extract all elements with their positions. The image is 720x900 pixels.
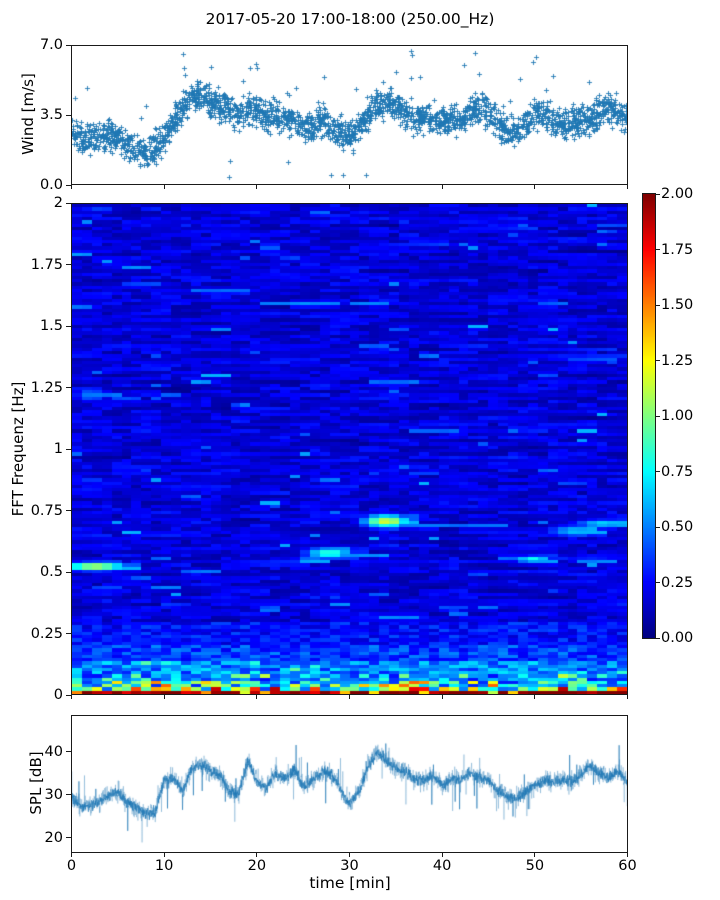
wind-panel bbox=[71, 45, 628, 185]
colorbar-tick bbox=[656, 415, 660, 417]
x-axis-tick-label: 30 bbox=[340, 858, 359, 874]
colorbar-tick-label: 1.75 bbox=[661, 241, 694, 258]
y-axis-tick bbox=[66, 794, 71, 796]
y-axis-tick bbox=[66, 44, 71, 46]
spectrogram-panel bbox=[71, 203, 628, 695]
spl-line-canvas bbox=[72, 716, 627, 852]
x-axis-tick bbox=[627, 185, 628, 189]
x-axis-tick bbox=[71, 185, 72, 189]
colorbar-tick bbox=[656, 193, 660, 195]
y-axis-tick-label: 0 bbox=[53, 687, 63, 703]
spl-panel bbox=[71, 715, 628, 853]
x-axis-tick bbox=[349, 185, 350, 189]
x-axis-tick bbox=[627, 853, 628, 857]
colorbar-tick-label: 0.50 bbox=[661, 519, 694, 535]
x-axis-tick bbox=[163, 853, 165, 857]
x-axis-tick bbox=[441, 695, 443, 699]
colorbar-tick bbox=[656, 360, 660, 361]
x-axis-tick bbox=[441, 185, 443, 189]
y-axis-tick bbox=[66, 571, 71, 573]
x-axis-tick bbox=[534, 185, 536, 189]
y-axis-tick-label: 3.5 bbox=[39, 107, 63, 123]
colorbar-tick-label: 1.25 bbox=[661, 352, 694, 369]
y-axis-tick-label: 30 bbox=[44, 786, 63, 803]
y-axis-tick bbox=[66, 114, 71, 116]
x-axis-tick-label: 0 bbox=[66, 858, 77, 874]
colorbar bbox=[642, 193, 656, 639]
y-axis-tick bbox=[66, 264, 71, 265]
x-axis-tick-label: 40 bbox=[432, 858, 452, 874]
x-axis-tick-label: 10 bbox=[154, 858, 174, 874]
y-axis-tick-label: 0.75 bbox=[30, 502, 63, 519]
y-axis-tick-label: 0.0 bbox=[39, 177, 63, 193]
x-axis-tick bbox=[256, 695, 258, 699]
colorbar-tick-label: 0.25 bbox=[661, 574, 694, 591]
x-axis-tick bbox=[441, 853, 443, 857]
x-axis-tick-label: 20 bbox=[247, 858, 267, 874]
x-axis-tick bbox=[534, 695, 536, 699]
x-axis-tick bbox=[349, 695, 350, 699]
y-axis-tick-label: 0.5 bbox=[39, 564, 63, 580]
colorbar-tick bbox=[656, 582, 660, 583]
colorbar-tick bbox=[656, 249, 660, 250]
y-axis-tick bbox=[66, 751, 71, 753]
y-axis-tick-label: 0.25 bbox=[30, 625, 63, 642]
wind-scatter-canvas bbox=[72, 46, 627, 184]
x-axis-tick bbox=[71, 695, 72, 699]
y-axis-tick bbox=[66, 184, 71, 186]
colorbar-tick bbox=[656, 304, 660, 306]
y-axis-tick bbox=[66, 387, 71, 388]
y-axis-tick bbox=[66, 633, 71, 634]
y-axis-tick-label: 1.5 bbox=[39, 318, 63, 334]
x-axis-tick bbox=[163, 185, 165, 189]
x-axis-tick bbox=[256, 185, 258, 189]
y-axis-tick-label: 1 bbox=[53, 441, 63, 457]
colorbar-tick-label: 0.00 bbox=[661, 630, 694, 646]
y-axis-tick-label: 1.25 bbox=[30, 379, 63, 396]
colorbar-tick-label: 1.00 bbox=[661, 408, 694, 424]
x-axis-tick bbox=[256, 853, 258, 857]
figure-title: 2017-05-20 17:00-18:00 (250.00_Hz) bbox=[205, 10, 495, 28]
y-axis-tick bbox=[66, 694, 71, 696]
x-axis-tick bbox=[71, 853, 72, 857]
x-axis-tick-label: 60 bbox=[618, 858, 637, 874]
y-axis-tick-label: 40 bbox=[44, 743, 63, 760]
y-axis-tick-label: 7.0 bbox=[39, 37, 63, 53]
x-axis-tick bbox=[163, 695, 165, 699]
x-axis-tick bbox=[534, 853, 536, 857]
colorbar-tick bbox=[656, 526, 660, 528]
x-axis-tick-label: 50 bbox=[525, 858, 545, 874]
colorbar-tick bbox=[656, 471, 660, 472]
y-axis-tick bbox=[66, 202, 71, 204]
x-axis-tick bbox=[627, 695, 628, 699]
colorbar-tick-label: 0.75 bbox=[661, 463, 694, 480]
colorbar-tick-label: 2.00 bbox=[661, 186, 694, 202]
y-axis-tick-label: 20 bbox=[44, 829, 63, 846]
x-axis-tick bbox=[349, 853, 350, 857]
y-axis-tick-label: 2 bbox=[53, 195, 63, 211]
y-axis-tick bbox=[66, 837, 71, 839]
y-axis-tick bbox=[66, 510, 71, 511]
colorbar-gradient-canvas bbox=[643, 194, 655, 638]
y-axis-tick bbox=[66, 325, 71, 327]
spectrogram-canvas bbox=[72, 204, 627, 694]
colorbar-tick bbox=[656, 637, 660, 639]
x-axis-label: time [min] bbox=[309, 874, 391, 892]
colorbar-tick-label: 1.50 bbox=[661, 297, 694, 313]
y-axis-tick bbox=[66, 448, 71, 450]
y-axis-tick-label: 1.75 bbox=[30, 256, 63, 273]
